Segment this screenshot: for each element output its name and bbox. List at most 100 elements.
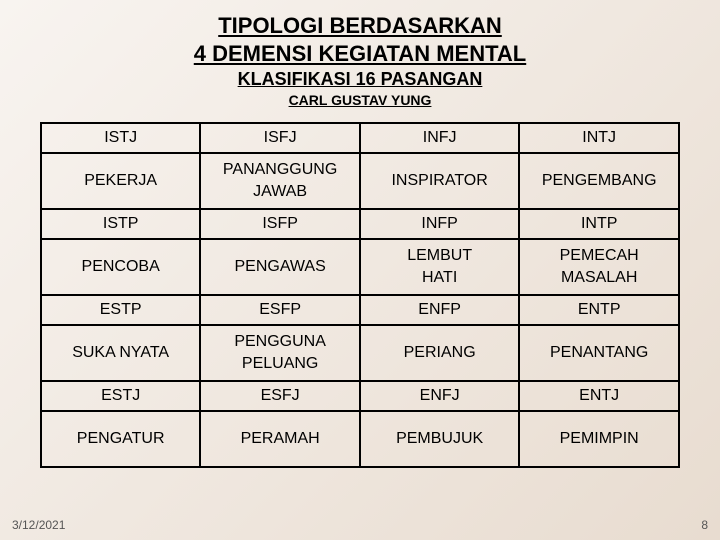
desc-cell: PANANGGUNGJAWAB xyxy=(200,153,360,209)
type-label: ENTJ xyxy=(579,387,619,404)
type-label: ISTP xyxy=(103,215,139,232)
type-cell: ENTJ xyxy=(519,381,679,411)
desc-line: PENGGUNA xyxy=(234,332,326,352)
type-cell: ENFP xyxy=(360,295,519,325)
type-label: ESTJ xyxy=(101,387,140,404)
desc-cell: PEKERJA xyxy=(41,153,200,209)
desc-cell: PENANTANG xyxy=(519,325,679,381)
desc-stack: PEMECAHMASALAH xyxy=(526,246,672,288)
desc-cell: PENCOBA xyxy=(41,239,200,295)
desc-row: PEKERJA PANANGGUNGJAWAB INSPIRATOR PENGEMBA… xyxy=(41,153,679,209)
type-cell: INTJ xyxy=(519,123,679,153)
type-label: ENFP xyxy=(418,301,461,318)
slide-footer: 3/12/2021 8 xyxy=(12,518,708,532)
type-label: ENTP xyxy=(578,301,621,318)
desc-row: PENGATUR PERAMAH PEMBUJUK PEMIMPIN xyxy=(41,411,679,467)
desc-line: PEMECAH xyxy=(560,246,639,266)
desc-stack: PENCOBA xyxy=(48,257,193,277)
desc-cell: PEMBUJUK xyxy=(360,411,519,467)
typology-table: ISTJ ISFJ INFJ INTJ PEKERJA PANANGGUNGJAWAB IN… xyxy=(40,122,680,468)
desc-line: PENCOBA xyxy=(82,257,160,277)
desc-cell: INSPIRATOR xyxy=(360,153,519,209)
desc-line: PANANGGUNG xyxy=(223,160,337,180)
desc-line: HATI xyxy=(422,268,457,288)
desc-cell: SUKA NYATA xyxy=(41,325,200,381)
type-cell: ENTP xyxy=(519,295,679,325)
desc-line: PENGEMBANG xyxy=(542,171,657,191)
desc-stack: PEKERJA xyxy=(48,171,193,191)
desc-cell: PENGEMBANG xyxy=(519,153,679,209)
type-label: INTP xyxy=(581,215,617,232)
type-cell: ISTP xyxy=(41,209,200,239)
type-label: ISTJ xyxy=(104,129,137,146)
type-cell: ISFJ xyxy=(200,123,360,153)
desc-cell: LEMBUTHATI xyxy=(360,239,519,295)
slide-header: TIPOLOGI BERDASARKAN 4 DEMENSI KEGIATAN … xyxy=(0,0,720,108)
subtitle: KLASIFIKASI 16 PASANGAN xyxy=(0,69,720,90)
desc-stack: PERAMAH xyxy=(207,429,353,449)
type-cell: INFJ xyxy=(360,123,519,153)
desc-cell: PEMECAHMASALAH xyxy=(519,239,679,295)
desc-stack: PEMBUJUK xyxy=(367,429,512,449)
footer-page: 8 xyxy=(701,518,708,532)
desc-stack: PENANTANG xyxy=(526,343,672,363)
type-label: ESFP xyxy=(259,301,301,318)
desc-line: PELUANG xyxy=(242,354,318,374)
author: CARL GUSTAV YUNG xyxy=(0,92,720,108)
desc-cell: PENGATUR xyxy=(41,411,200,467)
desc-line: SUKA NYATA xyxy=(72,343,169,363)
type-label: ENFJ xyxy=(420,387,460,404)
desc-line: MASALAH xyxy=(561,268,637,288)
desc-line: PERIANG xyxy=(404,343,476,363)
desc-line: PEMIMPIN xyxy=(560,429,639,449)
desc-line: PEKERJA xyxy=(84,171,157,191)
desc-row: PENCOBA PENGAWAS LEMBUTHATI PEMECAHMASALAH xyxy=(41,239,679,295)
desc-stack: PENGATUR xyxy=(48,429,193,449)
desc-stack: SUKA NYATA xyxy=(48,343,193,363)
title-line-1: TIPOLOGI BERDASARKAN xyxy=(0,12,720,40)
type-row: ESTP ESFP ENFP ENTP xyxy=(41,295,679,325)
desc-line: PENANTANG xyxy=(550,343,648,363)
desc-stack: PENGGUNAPELUANG xyxy=(207,332,353,374)
type-label: INFP xyxy=(421,215,457,232)
desc-line: LEMBUT xyxy=(407,246,472,266)
type-label: ESFJ xyxy=(261,387,300,404)
desc-cell: PEMIMPIN xyxy=(519,411,679,467)
desc-stack: PANANGGUNGJAWAB xyxy=(207,160,353,202)
type-row: ISTJ ISFJ INFJ INTJ xyxy=(41,123,679,153)
desc-stack: PENGAWAS xyxy=(207,257,353,277)
desc-cell: PENGAWAS xyxy=(200,239,360,295)
desc-stack: PEMIMPIN xyxy=(526,429,672,449)
type-cell: ESFJ xyxy=(200,381,360,411)
desc-line: JAWAB xyxy=(253,182,307,202)
type-label: ISFP xyxy=(262,215,298,232)
desc-stack: INSPIRATOR xyxy=(367,171,512,191)
type-cell: ESFP xyxy=(200,295,360,325)
title-line-2: 4 DEMENSI KEGIATAN MENTAL xyxy=(0,40,720,68)
type-label: ISFJ xyxy=(264,129,297,146)
type-row: ESTJ ESFJ ENFJ ENTJ xyxy=(41,381,679,411)
type-cell: ENFJ xyxy=(360,381,519,411)
desc-stack: PENGEMBANG xyxy=(526,171,672,191)
desc-cell: PERIANG xyxy=(360,325,519,381)
desc-row: SUKA NYATA PENGGUNAPELUANG PERIANG PENANTAN… xyxy=(41,325,679,381)
type-label: ESTP xyxy=(100,301,142,318)
desc-cell: PENGGUNAPELUANG xyxy=(200,325,360,381)
type-label: INFJ xyxy=(423,129,457,146)
type-cell: ISFP xyxy=(200,209,360,239)
desc-line: PEMBUJUK xyxy=(396,429,483,449)
type-cell: ISTJ xyxy=(41,123,200,153)
desc-cell: PERAMAH xyxy=(200,411,360,467)
desc-stack: LEMBUTHATI xyxy=(367,246,512,288)
desc-line: PERAMAH xyxy=(241,429,320,449)
type-cell: INTP xyxy=(519,209,679,239)
type-label: INTJ xyxy=(582,129,616,146)
desc-line: INSPIRATOR xyxy=(391,171,487,191)
desc-line: PENGATUR xyxy=(77,429,165,449)
desc-line: PENGAWAS xyxy=(234,257,325,277)
type-row: ISTP ISFP INFP INTP xyxy=(41,209,679,239)
type-cell: ESTP xyxy=(41,295,200,325)
type-cell: INFP xyxy=(360,209,519,239)
footer-date: 3/12/2021 xyxy=(12,518,65,532)
type-cell: ESTJ xyxy=(41,381,200,411)
